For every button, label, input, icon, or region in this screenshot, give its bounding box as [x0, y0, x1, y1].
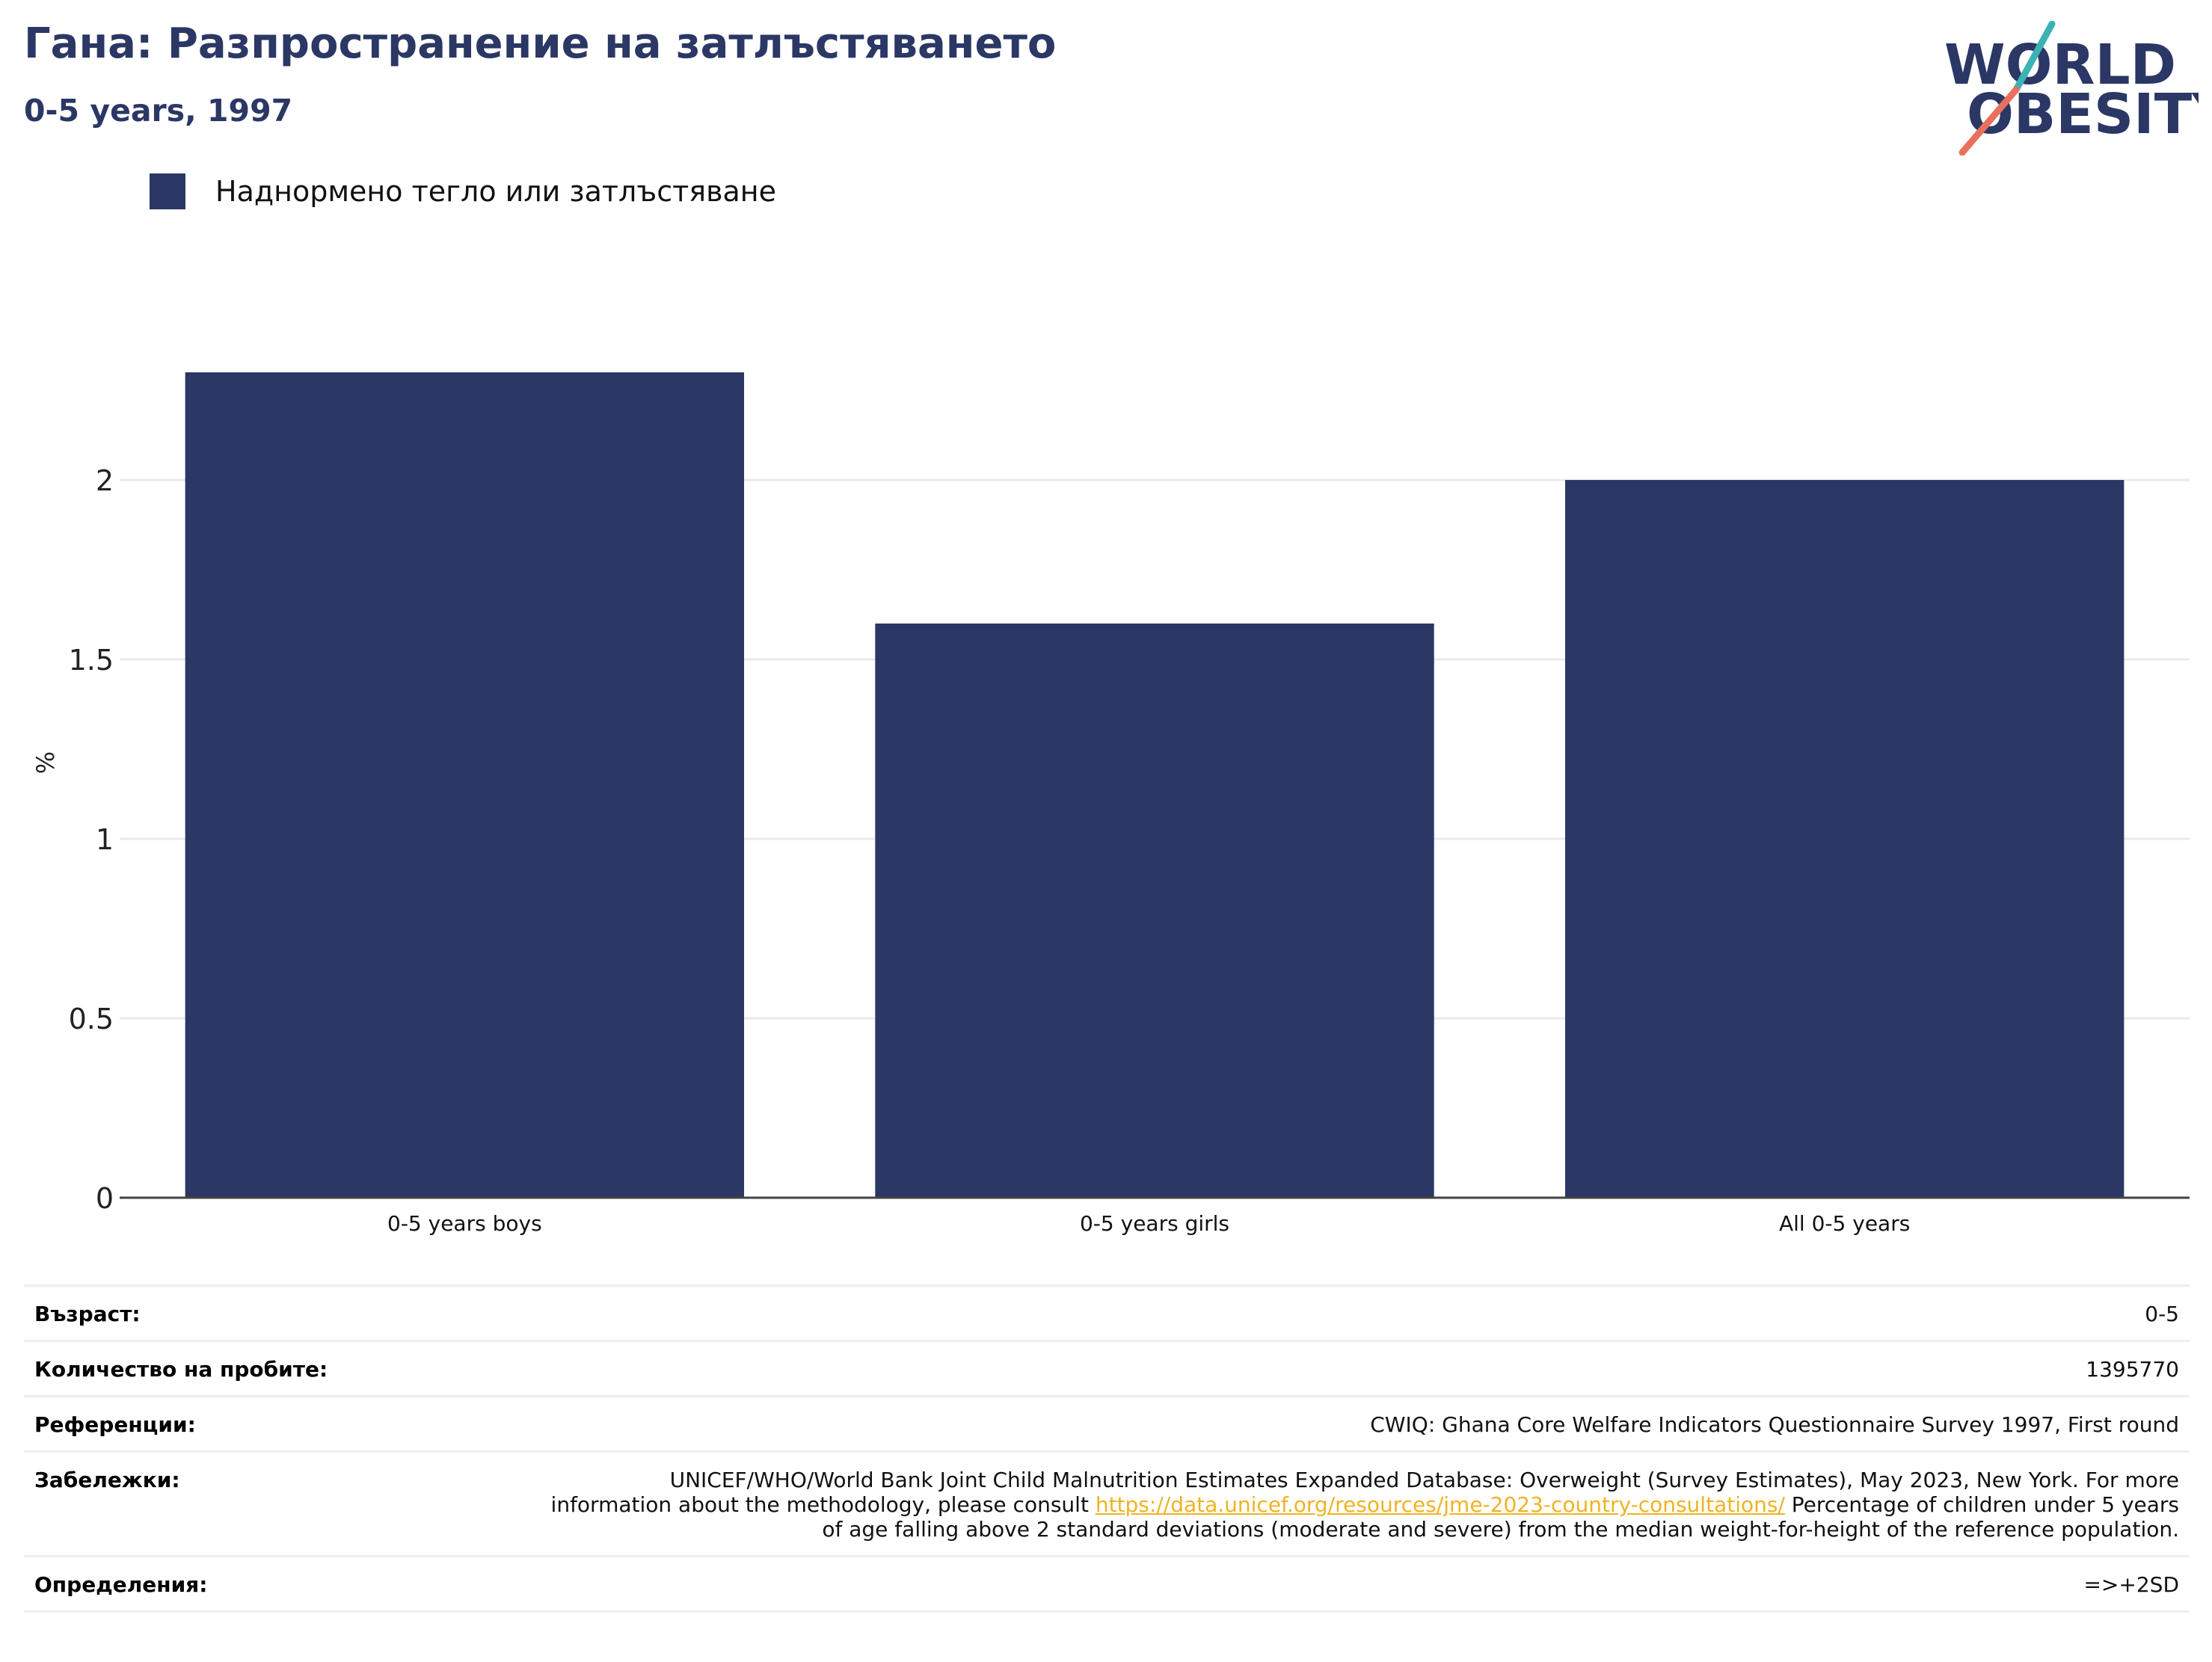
world-obesity-logo: WORLD OBESITY — [1944, 21, 2199, 156]
info-value-sample: 1395770 — [2086, 1357, 2179, 1382]
logo-slash-teal — [2012, 21, 2056, 93]
y-tick-label: 0 — [96, 1182, 114, 1215]
chart-title: Гана: Разпространение на затлъстяването — [24, 19, 1057, 68]
y-tick-label: 1 — [96, 823, 114, 856]
bar-chart: 0 0.5 1 1.5 2 0-5 years boys 0-5 years girls Al… — [31, 372, 2190, 1236]
y-tick-label: 1.5 — [69, 644, 114, 677]
info-value-age: 0-5 — [2145, 1302, 2179, 1326]
info-value-notes: UNICEF/WHO/World Bank Joint Child Malnut… — [24, 1453, 2190, 1555]
x-tick-label: All 0-5 years — [1779, 1211, 1910, 1236]
notes-text-before: UNICEF/WHO/World Bank Joint Child Malnut… — [550, 1468, 2179, 1517]
notes-text-after: Percentage of children under 5 years of … — [822, 1492, 2179, 1542]
legend-swatch — [150, 173, 185, 209]
info-value-defs: =>+2SD — [2083, 1572, 2179, 1597]
info-row-age: Възраст: 0-5 — [24, 1284, 2190, 1340]
info-label-age: Възраст: — [34, 1302, 141, 1326]
legend-label: Наднормено тегло или затлъстяване — [215, 175, 776, 208]
y-tick-label: 2 — [96, 464, 114, 497]
info-value-refs: CWIQ: Ghana Core Welfare Indicators Ques… — [1370, 1412, 2179, 1437]
info-row-sample: Количество на пробите: 1395770 — [24, 1340, 2190, 1395]
info-row-notes: Забележки: UNICEF/WHO/World Bank Joint C… — [24, 1450, 2190, 1555]
x-tick-label: 0-5 years boys — [387, 1211, 542, 1236]
notes-link[interactable]: https://data.unicef.org/resources/jme-20… — [1095, 1492, 1785, 1517]
bar — [1564, 480, 2125, 1198]
y-axis-label: % — [31, 751, 60, 774]
bar — [185, 372, 745, 1198]
y-tick-label: 0.5 — [69, 1003, 114, 1035]
info-row-defs: Определения: =>+2SD — [24, 1555, 2190, 1613]
info-table: Възраст: 0-5 Количество на пробите: 1395… — [24, 1284, 2190, 1613]
bar — [875, 624, 1434, 1198]
logo-line2: OBESITY — [1967, 82, 2199, 147]
logo-slash-coral — [1958, 86, 2020, 156]
info-label-defs: Определения: — [34, 1572, 208, 1597]
x-tick-label: 0-5 years girls — [1080, 1211, 1229, 1236]
chart-subtitle: 0-5 years, 1997 — [24, 93, 293, 129]
info-row-refs: Референции: CWIQ: Ghana Core Welfare Ind… — [24, 1395, 2190, 1450]
logo-line1: WORLD — [1944, 33, 2176, 97]
info-label-sample: Количество на пробите: — [34, 1357, 328, 1382]
info-label-refs: Референции: — [34, 1412, 196, 1437]
info-label-notes: Забележки: — [34, 1468, 180, 1492]
